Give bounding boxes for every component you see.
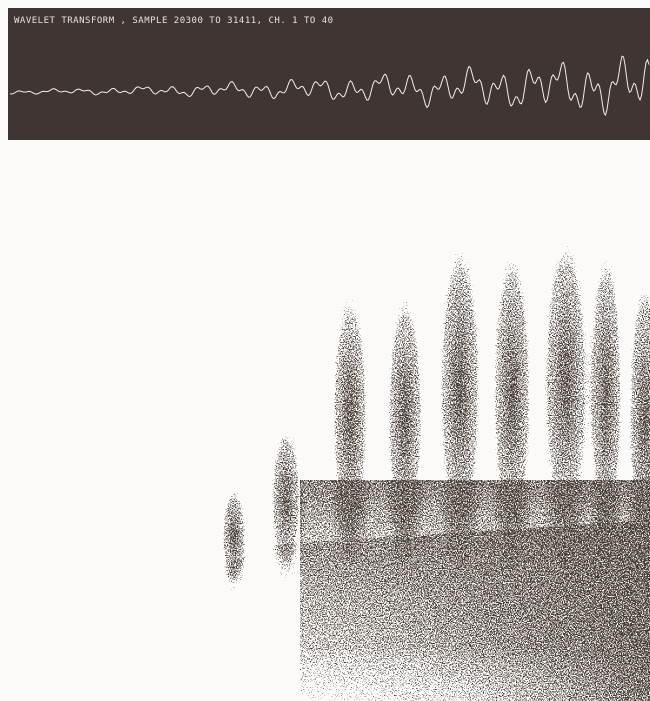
page: WAVELET TRANSFORM , SAMPLE 20300 TO 3141… [0,0,650,701]
peak [584,180,628,570]
peak [432,170,488,570]
peak [218,465,250,595]
peak [486,180,538,570]
peak [266,395,306,585]
title: WAVELET TRANSFORM , SAMPLE 20300 TO 3141… [14,16,334,26]
figure: WAVELET TRANSFORM , SAMPLE 20300 TO 3141… [0,0,650,701]
peak [326,235,374,565]
peak [381,235,429,565]
banner [8,8,650,140]
wavelet-surface [130,165,650,701]
